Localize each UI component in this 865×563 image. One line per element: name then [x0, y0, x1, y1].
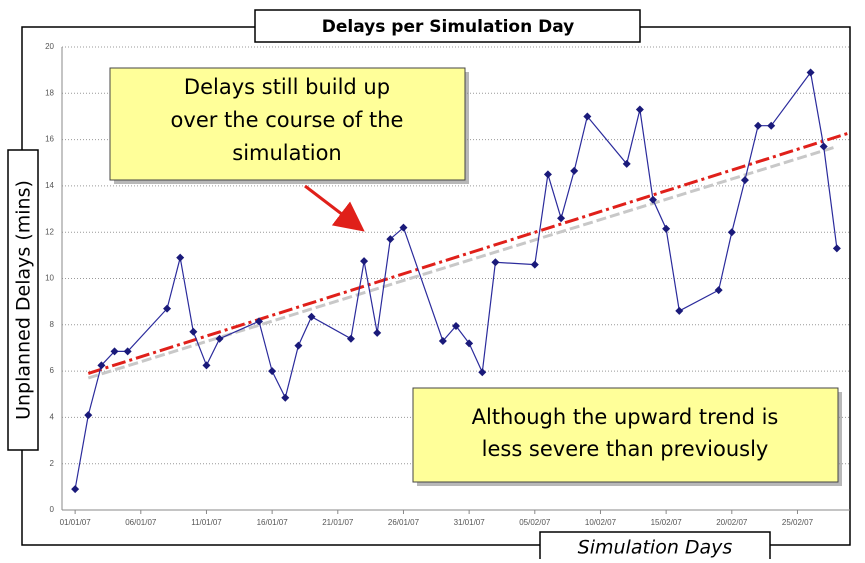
y-tick-label: 8	[50, 320, 55, 329]
data-point	[714, 286, 723, 295]
data-point	[649, 195, 657, 204]
data-point	[754, 121, 763, 130]
data-point	[662, 224, 671, 233]
data-point	[491, 258, 500, 267]
x-tick-label: 05/02/07	[519, 518, 551, 527]
x-tick-label: 26/01/07	[388, 518, 420, 527]
data-point	[622, 159, 631, 168]
data-point	[386, 235, 395, 244]
data-point	[478, 368, 487, 377]
data-point	[255, 317, 263, 326]
annotation-text: less severe than previously	[482, 437, 769, 461]
y-tick-label: 20	[45, 42, 54, 51]
data-point	[163, 304, 172, 313]
data-point	[307, 312, 316, 321]
x-axis-label: Simulation Days	[578, 537, 733, 559]
annotation-text: Delays still build up	[184, 75, 390, 99]
data-point	[373, 328, 382, 337]
data-point	[583, 112, 592, 121]
y-tick-label: 4	[50, 413, 55, 422]
data-point	[360, 257, 369, 266]
data-point	[84, 411, 93, 420]
y-tick-label: 16	[45, 135, 54, 144]
data-point	[740, 176, 749, 185]
data-point	[675, 306, 684, 315]
x-tick-label: 15/02/07	[651, 518, 683, 527]
x-tick-label: 31/01/07	[454, 518, 486, 527]
y-tick-label: 14	[45, 181, 54, 190]
data-point	[767, 121, 776, 130]
data-point	[215, 334, 224, 343]
y-tick-label: 0	[50, 505, 55, 514]
x-tick-label: 21/01/07	[322, 518, 354, 527]
data-point	[452, 321, 460, 330]
data-point	[806, 68, 815, 77]
x-tick-label: 06/01/07	[125, 518, 157, 527]
y-label-box	[7, 149, 39, 451]
trendline	[87, 131, 851, 375]
data-point	[543, 170, 552, 179]
data-point	[268, 367, 277, 376]
x-tick-label: 25/02/07	[782, 518, 814, 527]
title-box	[254, 9, 641, 43]
data-point	[635, 105, 644, 114]
y-tick-label: 6	[50, 366, 55, 375]
data-point	[176, 253, 185, 262]
x-tick-label: 16/01/07	[257, 518, 289, 527]
y-tick-label: 2	[50, 459, 55, 468]
annotation-text: over the course of the	[171, 108, 404, 132]
callout-1	[109, 67, 469, 232]
data-point	[557, 214, 566, 223]
x-label-box	[539, 531, 771, 563]
callout-2	[412, 387, 842, 486]
y-tick-label: 12	[45, 227, 54, 236]
data-point	[465, 339, 474, 348]
data-point	[71, 485, 80, 494]
data-point	[110, 347, 119, 356]
data-point	[727, 228, 736, 237]
data-point	[570, 166, 579, 175]
data-point	[294, 341, 303, 350]
x-tick-label: 11/01/07	[191, 518, 222, 527]
y-axis-label: Unplanned Delays (mins)	[13, 180, 35, 420]
x-tick-label: 01/01/07	[60, 518, 92, 527]
y-tick-label: 10	[45, 274, 54, 283]
data-point	[399, 223, 408, 232]
data-point	[202, 361, 211, 370]
data-point	[97, 361, 106, 370]
data-point	[438, 337, 447, 346]
trendline	[87, 145, 838, 380]
data-point	[819, 142, 828, 151]
data-point	[281, 393, 290, 402]
data-point	[832, 244, 841, 253]
x-tick-label: 20/02/07	[716, 518, 748, 527]
data-point	[123, 347, 132, 356]
annotation-text: Although the upward trend is	[472, 405, 779, 429]
annotation-text: simulation	[232, 141, 341, 165]
data-point	[346, 334, 355, 343]
data-point	[530, 260, 539, 269]
data-point	[189, 327, 198, 336]
y-tick-label: 18	[45, 88, 54, 97]
chart-title: Delays per Simulation Day	[322, 17, 575, 37]
x-tick-label: 10/02/07	[585, 518, 617, 527]
